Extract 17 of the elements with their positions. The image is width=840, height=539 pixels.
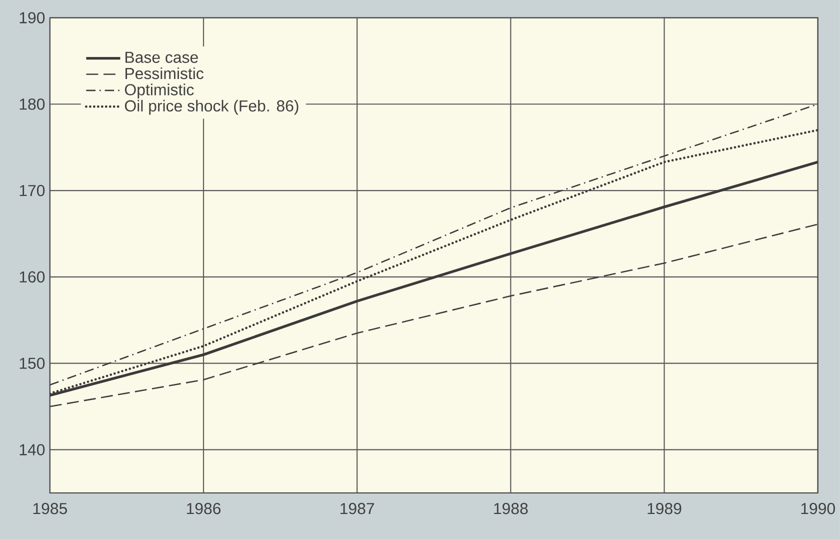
x-tick-label: 1987 <box>340 502 374 514</box>
legend-label: Optimistic <box>124 84 194 99</box>
y-tick-label: 190 <box>20 12 45 24</box>
legend-label: Oil price shock (Feb. 86) <box>124 100 298 115</box>
x-tick-label: 1986 <box>186 502 221 514</box>
x-tick-label: 1985 <box>33 502 67 514</box>
legend-label: Pessimistic <box>126 67 204 80</box>
y-tick-label: 140 <box>20 444 45 456</box>
legend-label: Base case <box>126 52 198 63</box>
x-tick-label: 1989 <box>648 502 682 514</box>
line-series <box>50 224 818 408</box>
y-tick-label: 160 <box>20 271 45 283</box>
x-tick-label: 1990 <box>801 502 835 514</box>
x-tick-label: 1988 <box>494 502 528 514</box>
y-tick-label: 170 <box>20 184 45 196</box>
y-tick-label: 180 <box>20 98 45 110</box>
y-tick-label: 150 <box>20 358 45 369</box>
